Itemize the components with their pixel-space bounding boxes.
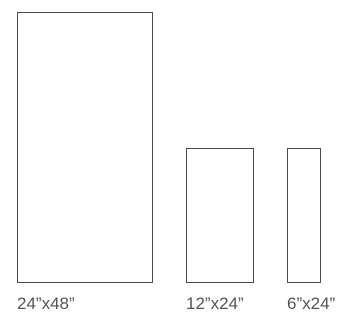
tile-24x48-label: 24”x48” [17, 294, 75, 313]
tile-6x24-rectangle [287, 148, 321, 283]
tile-12x24-rectangle [186, 148, 254, 283]
tile-24x48-rectangle [17, 12, 153, 283]
tile-12x24-label: 12”x24” [186, 294, 244, 313]
tile-6x24-label: 6”x24” [287, 294, 336, 313]
